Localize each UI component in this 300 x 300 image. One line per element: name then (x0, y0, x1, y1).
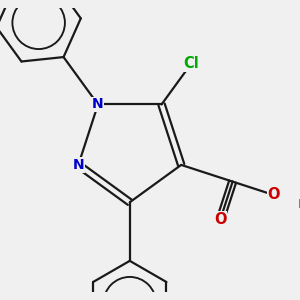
Text: N: N (92, 98, 104, 112)
Text: O: O (214, 212, 226, 227)
Text: N: N (73, 158, 84, 172)
Text: Cl: Cl (183, 56, 199, 71)
Text: H: H (297, 198, 300, 211)
Text: O: O (268, 188, 280, 202)
